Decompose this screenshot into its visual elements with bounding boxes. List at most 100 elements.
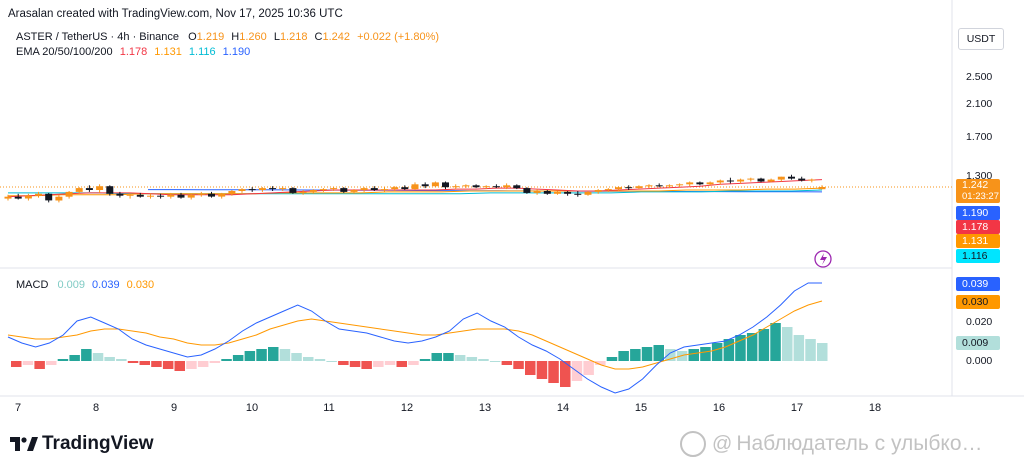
macd-histogram-bar [162,361,174,369]
ema100-value: 1.116 [188,46,216,58]
tradingview-logo[interactable]: TradingView [10,433,154,455]
candle-body [96,186,104,190]
candle-body [818,187,826,190]
macd-line-tag: 0.039 [956,277,1000,291]
macd-histogram-bar [419,359,431,361]
macd-histogram-bar [758,329,770,361]
macd-histogram-bar [256,349,267,361]
macd-histogram-bar [268,347,279,361]
macd-histogram-bar [279,349,291,361]
macd-histogram-bar [314,359,326,361]
macd-histogram-bar [139,361,150,365]
price-tick: 2.500 [966,71,993,83]
x-tick: 10 [245,402,259,414]
change-value: +0.022 (+1.80%) [357,31,440,43]
candle-body [75,188,83,192]
macd-line-value: 0.039 [92,279,120,291]
candle-body [187,194,195,198]
candle-body [472,185,480,188]
lightning-icon [820,253,827,265]
macd-histogram-bar [489,361,501,362]
high-value: 1.260 [239,31,267,43]
watermark-icon [680,431,706,457]
macd-histogram-bar [431,353,442,361]
macd-histogram-bar [700,347,711,361]
high-label: H [231,31,240,43]
macd-histogram-bar [116,359,127,361]
candle-body [676,184,684,186]
bar-countdown: 01:23:27 [962,191,999,202]
currency-button[interactable]: USDT [958,28,1004,50]
author-line: Arasalan created with TradingView.com, N… [8,8,343,20]
candle-body [431,182,439,187]
candle-body [798,178,806,181]
close-label: C [314,31,323,43]
macd-line [7,282,822,394]
candle-body [340,188,348,192]
tradingview-logo-icon [10,437,38,451]
alert-icon [814,250,832,268]
x-tick: 14 [556,402,570,414]
macd-histogram-bar [443,353,454,361]
symbol-name: ASTER / TetherUS · 4h · Binance [16,31,180,43]
macd-histogram-bar [478,359,489,361]
price-tick: 2.100 [966,98,993,110]
candle-body [625,187,633,189]
macd-histogram-bar [782,327,793,361]
candle-body [421,184,429,187]
macd-histogram-bar [291,353,302,361]
last-price-value: 1.242 [962,179,989,191]
x-tick: 18 [868,402,882,414]
macd-histogram-bar [548,361,559,383]
last-price-tag: 1.242 01:23:27 [956,179,1000,203]
candle-body [554,191,561,194]
ema50-value: 1.131 [154,46,182,58]
macd-histogram-bar [466,357,478,361]
candle-body [116,193,124,196]
candle-body [319,189,327,191]
macd-histogram-bar [303,357,314,361]
candle-body [177,194,185,198]
macd-histogram-bar [396,361,407,367]
ema20-value: 1.178 [119,46,148,58]
candle-body [4,196,12,199]
candle-body [55,196,63,201]
price-tick: 1.700 [966,131,993,143]
candle-body [482,186,490,188]
ema50-tag: 1.131 [956,234,1000,248]
candle-body [645,185,653,187]
candle-body [716,180,724,183]
symbol-legend[interactable]: ASTER / TetherUS · 4h · Binance O1.219 H… [16,31,439,43]
candle-body [126,194,134,196]
macd-histogram-bar [408,361,419,365]
candle-body [543,191,551,194]
macd-legend[interactable]: MACD 0.009 0.039 0.030 [16,279,154,291]
macd-histogram-bar [338,361,349,365]
macd-histogram-bar [513,361,524,369]
candle-body [696,182,704,185]
macd-signal-tag: 0.030 [956,295,1000,309]
ema-legend[interactable]: EMA 20/50/100/200 1.178 1.131 1.116 1.19… [16,46,250,58]
candle-body [197,193,205,195]
macd-histogram-bar [384,361,396,365]
candle-body [330,188,338,190]
macd-tick: 0.020 [966,316,993,328]
macd-histogram-bar [244,351,256,361]
watermark-text: Наблюдатель с улыбко… [736,432,983,455]
macd-hist-tag: 0.009 [956,336,1000,350]
macd-histogram-bar [711,343,723,361]
candle-body [523,188,531,193]
candle-body [85,188,93,190]
macd-hist-value: 0.009 [57,279,85,291]
x-tick: 16 [712,402,726,414]
candle-body [218,193,226,197]
candle-body [462,185,470,187]
x-tick: 8 [92,402,100,414]
open-label: O [188,31,197,43]
candle-body [401,187,409,190]
x-tick: 15 [634,402,648,414]
candle-body [615,187,622,190]
candle-body [788,176,795,179]
candle-body [258,188,266,190]
